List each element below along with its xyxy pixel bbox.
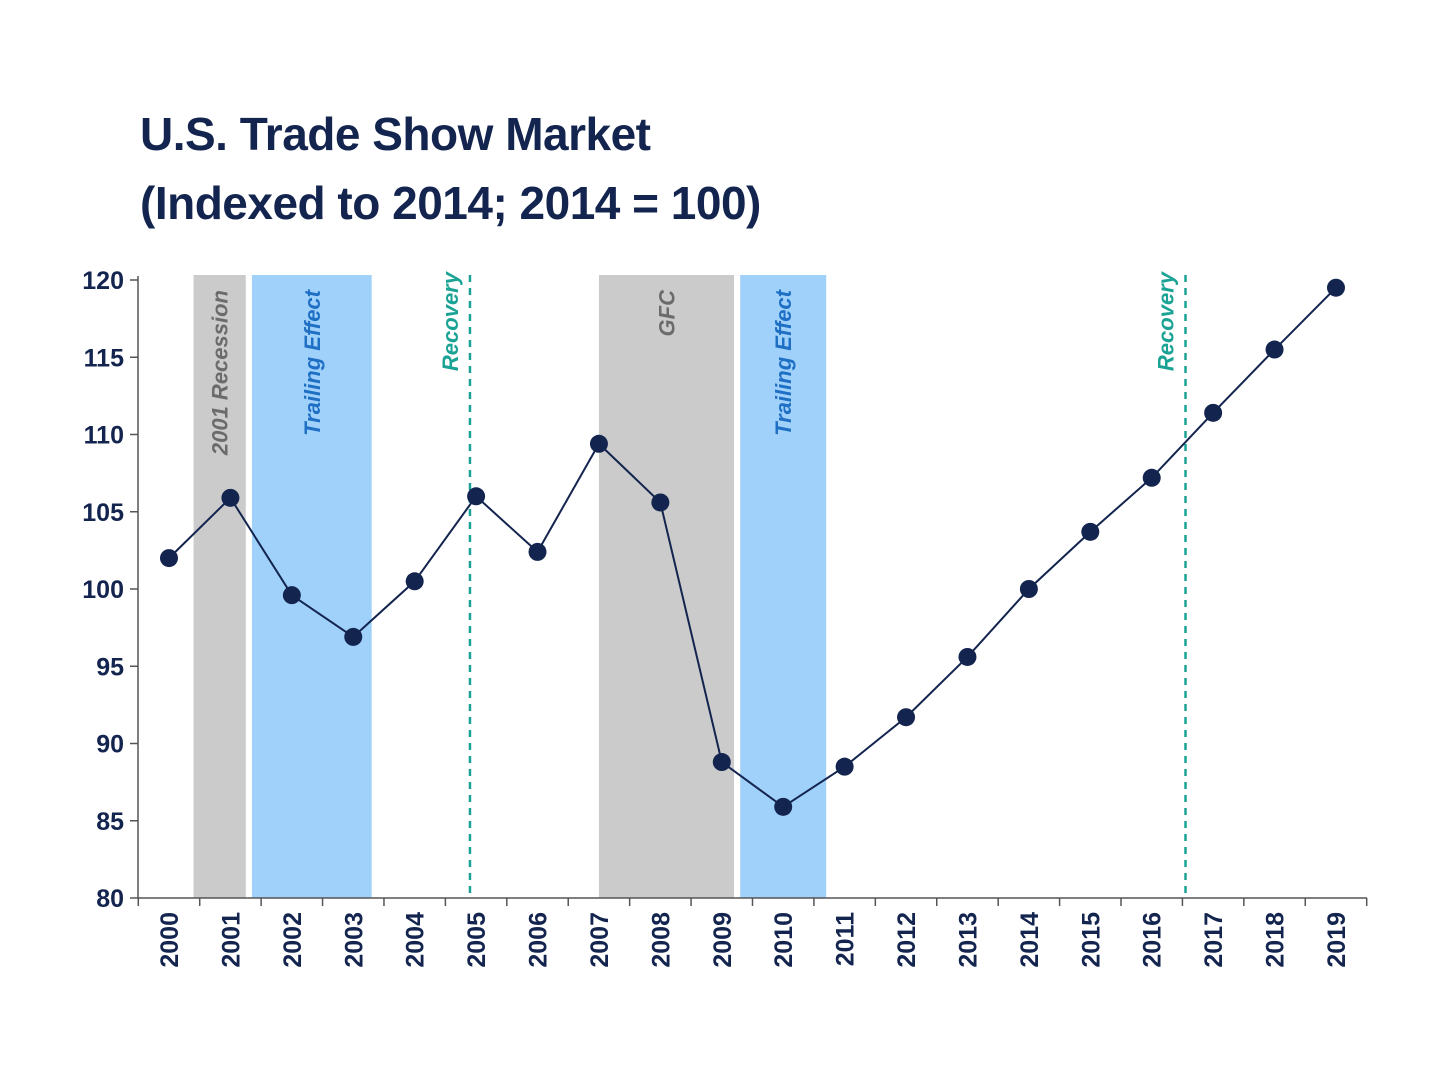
x-tick-label: 2010 (770, 912, 798, 968)
band-label: Trailing Effect (771, 288, 796, 436)
x-tick-label: 2002 (279, 912, 307, 968)
data-point (467, 487, 486, 506)
band-recession (193, 275, 246, 898)
data-points (160, 278, 1345, 816)
data-point (835, 757, 854, 776)
x-tick-label: 2018 (1262, 912, 1290, 968)
band-trailing (251, 275, 372, 898)
y-tick-label: 115 (84, 344, 124, 372)
data-point (712, 753, 731, 772)
x-tick-label: 2014 (1016, 912, 1044, 968)
data-point (589, 434, 608, 453)
x-tick-label: 2004 (402, 912, 430, 968)
series-line (168, 287, 1337, 809)
band-label: 2001 Recession (208, 290, 233, 456)
shaded-periods: 2001 Recession Trailing Effect GFC Trailing… (193, 275, 827, 898)
x-tick-label: 2000 (156, 912, 184, 968)
band-trailing (740, 275, 827, 898)
data-point (897, 708, 916, 727)
data-point (344, 627, 363, 646)
data-point (528, 542, 547, 561)
data-point (774, 797, 793, 816)
x-tick-label: 2003 (340, 912, 368, 968)
data-point (1019, 580, 1038, 598)
x-tick-label: 2005 (463, 912, 491, 968)
data-point (405, 572, 424, 591)
subtitle-line: (Indexed to 2014; 2014 = 100) (140, 177, 761, 229)
data-point (1081, 522, 1100, 541)
chart-title: U.S. Trade Show Market (Indexed to 2014;… (140, 100, 761, 238)
y-tick-label: 90 (96, 731, 124, 759)
data-point (651, 493, 670, 512)
y-tick-label: 100 (82, 576, 124, 604)
series-polyline (168, 287, 1337, 809)
band-recession (598, 275, 735, 898)
x-tick-label: 2009 (709, 912, 737, 968)
title-line: U.S. Trade Show Market (140, 108, 651, 160)
y-tick-label: 85 (96, 808, 124, 836)
x-tick-label: 2008 (647, 912, 675, 968)
data-point (282, 586, 301, 605)
data-point (1265, 340, 1284, 359)
x-tick-label: 2017 (1200, 912, 1228, 968)
x-tick-label: 2011 (832, 912, 860, 966)
band-label: GFC (655, 289, 680, 337)
x-tick-label: 2015 (1077, 912, 1105, 968)
data-point (1326, 278, 1345, 297)
y-tick-label: 110 (84, 422, 124, 450)
y-tick-label: 105 (82, 499, 124, 527)
x-tick-label: 2006 (525, 912, 553, 968)
y-tick-label: 95 (96, 653, 124, 681)
recovery-label: Recovery (438, 270, 463, 371)
band-label: Trailing Effect (300, 288, 325, 436)
data-point (221, 488, 240, 507)
y-tick-label: 80 (96, 885, 124, 913)
y-tick-label: 120 (82, 267, 124, 295)
x-tick-label: 2001 (217, 912, 245, 968)
x-tick-label: 2016 (1139, 912, 1167, 968)
x-tick-label: 2019 (1323, 912, 1351, 968)
axes: 80 85 90 95 100 105 110 115 120 2000 2001 2002 2003 2… (82, 267, 1368, 968)
recovery-markers: Recovery Recovery (438, 270, 1187, 898)
data-point (1204, 403, 1223, 422)
data-point (160, 549, 178, 568)
recovery-label: Recovery (1154, 270, 1179, 371)
x-tick-label: 2012 (893, 912, 921, 968)
data-point (958, 647, 977, 666)
x-tick-label: 2013 (954, 912, 982, 968)
x-tick-label: 2007 (586, 912, 614, 968)
data-point (1142, 468, 1161, 487)
